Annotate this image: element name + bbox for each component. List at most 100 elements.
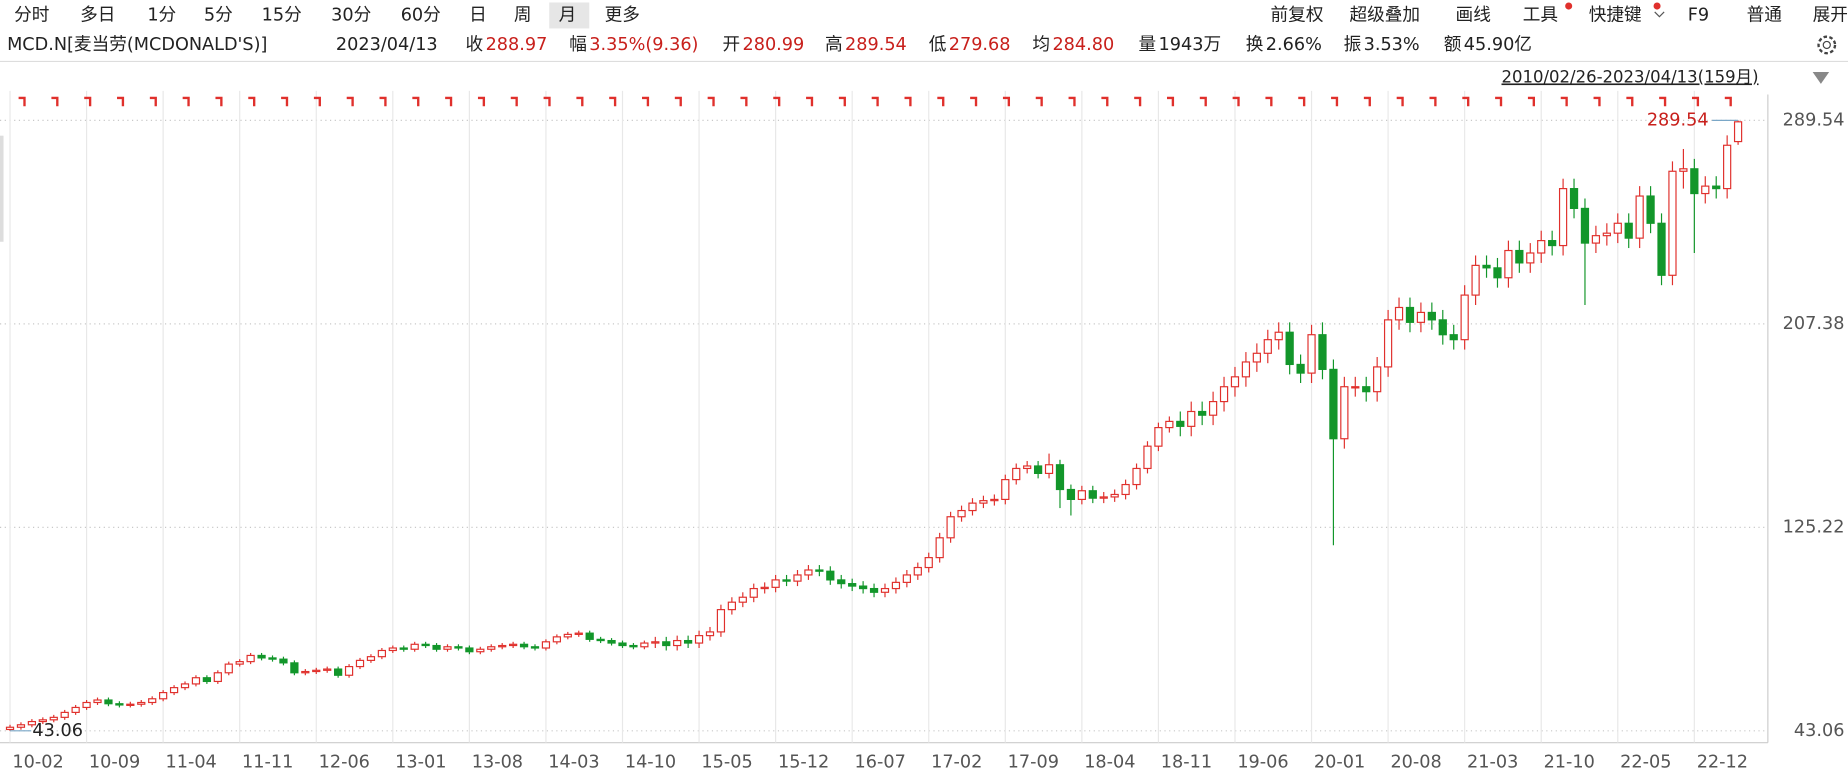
x-tick-label: 18-04 <box>1084 753 1135 773</box>
max-label: 289.54 <box>1647 110 1709 130</box>
stat-value: 284.80 <box>1052 35 1114 55</box>
candle-body <box>213 672 222 683</box>
candle-body <box>344 665 354 676</box>
toolbar-tab[interactable]: 1分 <box>147 4 176 25</box>
candle-body <box>312 669 321 673</box>
candle-body <box>1723 144 1732 190</box>
candle-body <box>16 724 26 728</box>
event-flag <box>1462 96 1470 107</box>
candle-body <box>804 569 813 576</box>
candle-body <box>1055 464 1065 491</box>
event-flag <box>1527 96 1535 107</box>
toolbar-button[interactable]: 画线 <box>1456 4 1491 25</box>
candle-body <box>1635 195 1644 239</box>
candle-body <box>180 683 190 689</box>
x-tick-label: 20-08 <box>1390 753 1441 773</box>
x-tick-label: 22-05 <box>1620 753 1671 773</box>
candle-body <box>651 641 660 644</box>
date-range[interactable]: 2010/02/26-2023/04/13(159月) <box>1502 67 1759 86</box>
candle-body <box>1274 331 1283 341</box>
event-flag <box>838 96 846 107</box>
toolbar-button[interactable]: F9 <box>1688 5 1709 25</box>
event-flag <box>1002 96 1011 107</box>
candle-body <box>1198 410 1207 416</box>
candle-body <box>148 698 157 704</box>
candle-body <box>38 719 47 723</box>
candle-body <box>694 635 704 644</box>
candle-body <box>1394 306 1404 321</box>
stat-label: 开 <box>722 35 740 55</box>
toolbar-tab[interactable]: 30分 <box>331 4 371 25</box>
stat-label: 均 <box>1032 34 1050 55</box>
toolbar-right: 前复权 超级叠加 画线 工具 快捷键 F9 普通 展开 <box>1271 4 1848 25</box>
candle-body <box>137 701 146 705</box>
candle-body <box>1438 319 1447 336</box>
candle-body <box>1023 465 1032 470</box>
candle-body <box>585 632 594 640</box>
toolbar-tab[interactable]: 月 <box>559 5 577 25</box>
candle-body <box>1099 496 1108 499</box>
candle-body <box>1285 331 1294 366</box>
event-flag <box>346 96 354 107</box>
x-tick-label: 19-06 <box>1237 753 1288 773</box>
x-tick-label: 10-02 <box>12 753 63 773</box>
candle-body <box>1230 376 1240 388</box>
candle-body <box>235 661 244 665</box>
event-flag <box>445 96 453 107</box>
range-dropdown[interactable] <box>1812 72 1830 84</box>
candle-body <box>880 587 890 593</box>
candle-body <box>432 644 441 650</box>
toolbar-tab[interactable]: 日 <box>469 5 487 25</box>
event-flag <box>1560 96 1568 107</box>
stat-label: 高 <box>825 34 843 55</box>
candle-body <box>399 647 408 650</box>
event-flag <box>740 96 748 107</box>
candle-body <box>1165 420 1174 429</box>
toolbar-tab[interactable]: 多日 <box>80 4 115 25</box>
candle-body <box>640 642 649 648</box>
candle-body <box>1373 366 1382 393</box>
x-tick-label: 10-09 <box>89 753 140 773</box>
candle-body <box>662 641 671 647</box>
candle-body <box>607 639 616 644</box>
toolbar-button[interactable]: 普通 <box>1747 4 1783 25</box>
toolbar-tab[interactable]: 5分 <box>204 4 233 25</box>
toolbar-button[interactable]: 快捷键 <box>1589 4 1642 25</box>
event-flag <box>773 96 781 107</box>
dropdown-arrow <box>1654 11 1665 18</box>
x-tick-label: 18-11 <box>1161 753 1212 773</box>
gear-hub[interactable] <box>1822 40 1831 50</box>
gear[interactable] <box>1817 35 1837 55</box>
event-flag <box>313 96 321 107</box>
toolbar-button[interactable]: 前复权 <box>1271 4 1324 25</box>
candle-body <box>1460 294 1469 341</box>
candle-body <box>1515 249 1524 264</box>
event-flag <box>674 96 682 107</box>
candle-body <box>837 579 846 585</box>
candle-body <box>541 641 551 649</box>
event-flag <box>182 96 190 107</box>
candle-body <box>1001 479 1010 501</box>
toolbar-button[interactable]: 超级叠加 <box>1349 4 1420 25</box>
toolbar-tab[interactable]: 更多 <box>605 4 640 25</box>
candle-body <box>1657 222 1666 276</box>
toolbar-tab[interactable]: 周 <box>514 5 532 25</box>
toolbar-tab[interactable]: 60分 <box>401 4 441 25</box>
candle-body <box>1077 490 1086 501</box>
toolbar-tab[interactable]: 15分 <box>262 4 302 25</box>
candle-body <box>1012 467 1021 481</box>
stat: 幅 3.35%(9.36) <box>569 34 698 55</box>
x-tick-label: 14-10 <box>625 753 676 773</box>
x-tick-label: 21-10 <box>1544 753 1595 773</box>
candle-body <box>891 581 901 590</box>
event-flag <box>281 96 289 107</box>
notify-dot <box>1653 2 1661 10</box>
settings-icon[interactable] <box>1817 35 1837 55</box>
event-flag <box>149 96 157 107</box>
toolbar-button[interactable]: 工具 <box>1523 5 1558 25</box>
candle-body <box>1548 240 1557 247</box>
stat-value: 288.97 <box>486 35 548 55</box>
y-tick-label: 43.06 <box>1794 721 1845 741</box>
toolbar-tab[interactable]: 分时 <box>14 4 49 25</box>
toolbar-button[interactable]: 展开 <box>1813 5 1848 25</box>
